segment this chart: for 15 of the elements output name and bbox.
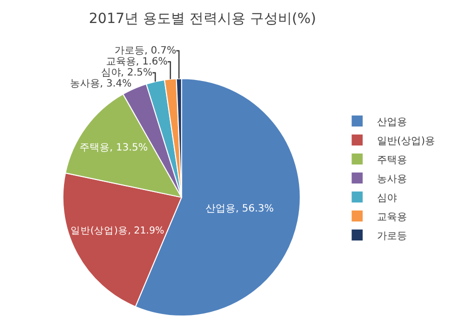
data-label: 심야, 2.5% bbox=[100, 67, 153, 78]
legend-label: 교육용 bbox=[377, 212, 408, 223]
data-label: 가로등, 0.7% bbox=[114, 45, 176, 56]
legend-label: 가로등 bbox=[377, 230, 408, 242]
data-label: 농사용, 3.4% bbox=[70, 78, 132, 90]
legend-label: 심야 bbox=[377, 192, 398, 204]
chart-title: 2017년 용도별 전력시용 구성비(%) bbox=[88, 10, 316, 27]
data-label: 산업용, 56.3% bbox=[206, 204, 274, 215]
legend-label: 주택용 bbox=[377, 154, 408, 166]
legend-label: 일반(상업)용 bbox=[377, 136, 435, 147]
data-label: 주택용, 13.5% bbox=[80, 142, 148, 154]
legend-label: 산업용 bbox=[377, 116, 408, 128]
legend-label: 농사용 bbox=[377, 174, 408, 185]
data-label: 교육용, 1.6% bbox=[106, 56, 168, 68]
data-label: 일반(상업)용, 21.9% bbox=[70, 225, 164, 236]
